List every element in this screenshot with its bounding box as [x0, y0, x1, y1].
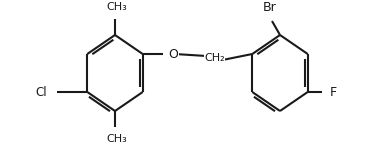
- Text: F: F: [330, 86, 337, 98]
- Text: CH₃: CH₃: [107, 2, 127, 12]
- Text: CH₂: CH₂: [204, 53, 225, 63]
- Text: CH₃: CH₃: [107, 134, 127, 144]
- Text: Br: Br: [263, 1, 277, 14]
- Text: O: O: [169, 48, 179, 60]
- Text: Cl: Cl: [36, 86, 47, 98]
